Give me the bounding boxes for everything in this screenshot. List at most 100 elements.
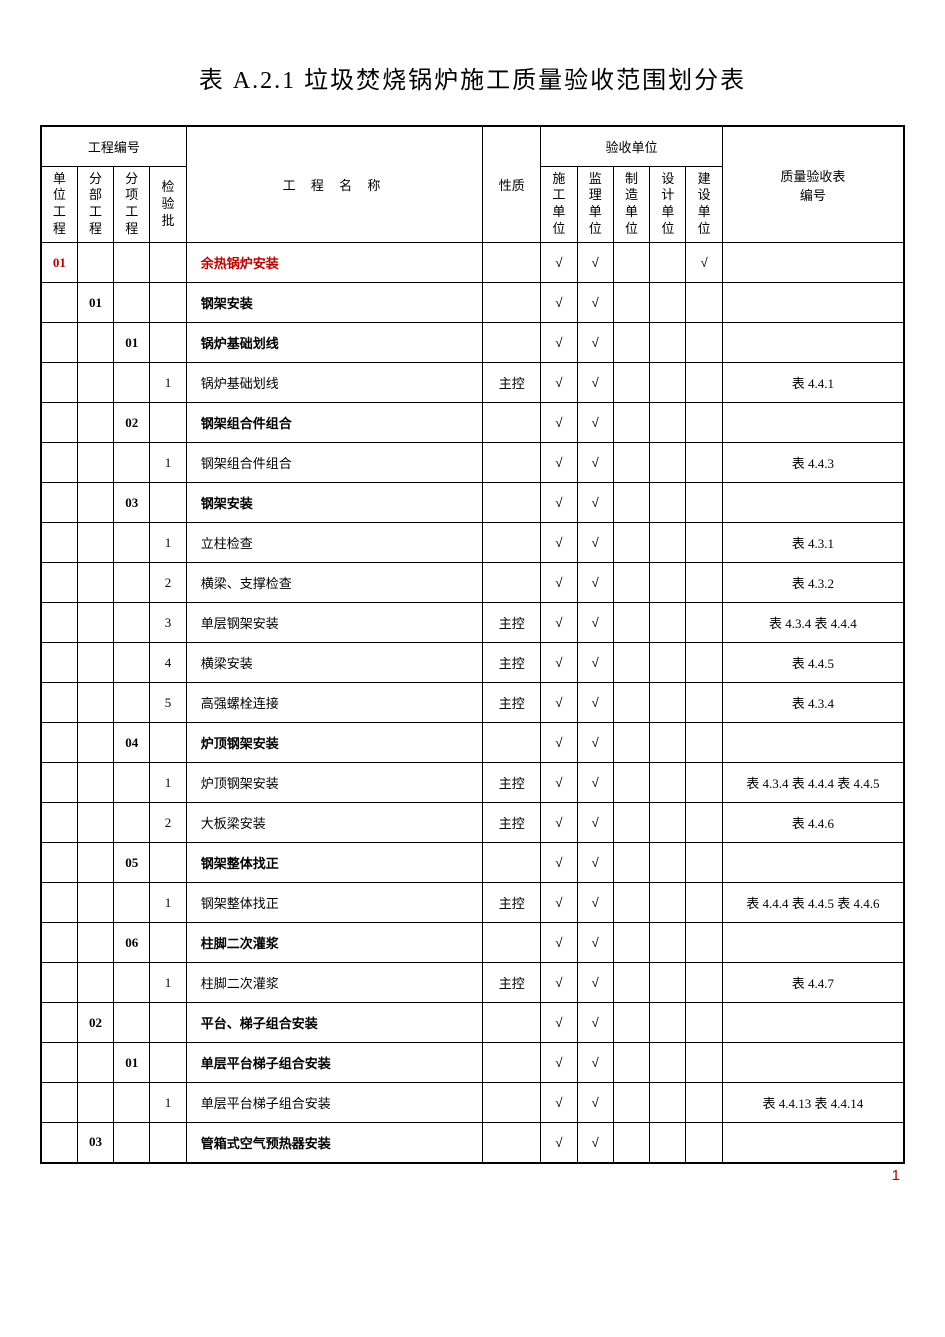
cell-name: 单层平台梯子组合安装 <box>186 1043 483 1083</box>
cell-check <box>650 523 686 563</box>
cell-nature: 主控 <box>483 643 541 683</box>
cell-part: 03 <box>77 1123 113 1163</box>
cell-unit <box>41 683 77 723</box>
cell-item: 06 <box>114 923 150 963</box>
cell-part <box>77 803 113 843</box>
table-row: 01单层平台梯子组合安装√√ <box>41 1043 904 1083</box>
cell-check <box>686 323 722 363</box>
cell-ref: 表 4.3.4 <box>722 683 904 723</box>
cell-unit <box>41 763 77 803</box>
cell-check <box>650 883 686 923</box>
cell-ref: 表 4.4.1 <box>722 363 904 403</box>
cell-item <box>114 763 150 803</box>
cell-unit <box>41 603 77 643</box>
cell-check <box>613 723 649 763</box>
cell-unit <box>41 283 77 323</box>
cell-check <box>650 723 686 763</box>
cell-check <box>686 963 722 1003</box>
cell-ref: 表 4.4.13 表 4.4.14 <box>722 1083 904 1123</box>
cell-check <box>613 923 649 963</box>
cell-ref <box>722 283 904 323</box>
cell-check: √ <box>686 243 722 283</box>
cell-check <box>650 763 686 803</box>
cell-ref: 表 4.4.7 <box>722 963 904 1003</box>
cell-name: 管箱式空气预热器安装 <box>186 1123 483 1163</box>
cell-check <box>650 363 686 403</box>
table-row: 03钢架安装√√ <box>41 483 904 523</box>
cell-part <box>77 403 113 443</box>
cell-check: √ <box>541 1043 577 1083</box>
cell-check: √ <box>541 443 577 483</box>
cell-ref <box>722 1003 904 1043</box>
header-unit: 单位工程 <box>41 166 77 243</box>
cell-item <box>114 683 150 723</box>
cell-item <box>114 1083 150 1123</box>
cell-check <box>613 1123 649 1163</box>
cell-check: √ <box>577 363 613 403</box>
cell-batch <box>150 923 186 963</box>
cell-batch: 4 <box>150 643 186 683</box>
cell-check: √ <box>577 723 613 763</box>
cell-check <box>650 923 686 963</box>
cell-nature: 主控 <box>483 883 541 923</box>
cell-check <box>650 603 686 643</box>
cell-nature: 主控 <box>483 763 541 803</box>
cell-check: √ <box>577 403 613 443</box>
cell-check <box>686 643 722 683</box>
cell-check: √ <box>577 603 613 643</box>
cell-batch: 1 <box>150 1083 186 1123</box>
cell-name: 高强螺栓连接 <box>186 683 483 723</box>
cell-nature <box>483 483 541 523</box>
cell-nature: 主控 <box>483 603 541 643</box>
cell-check <box>613 643 649 683</box>
cell-name: 钢架组合件组合 <box>186 403 483 443</box>
cell-ref <box>722 723 904 763</box>
cell-ref: 表 4.3.1 <box>722 523 904 563</box>
table-row: 01余热锅炉安装√√√ <box>41 243 904 283</box>
cell-item <box>114 603 150 643</box>
cell-ref: 表 4.3.4 表 4.4.4 表 4.4.5 <box>722 763 904 803</box>
cell-ref <box>722 843 904 883</box>
cell-ref <box>722 243 904 283</box>
cell-nature <box>483 1003 541 1043</box>
cell-ref: 表 4.3.4 表 4.4.4 <box>722 603 904 643</box>
cell-item <box>114 283 150 323</box>
cell-check <box>686 563 722 603</box>
cell-batch <box>150 1003 186 1043</box>
cell-part <box>77 563 113 603</box>
acceptance-table: 工程编号 工 程 名 称 性质 验收单位 质量验收表编号 单位工程 分部工程 分… <box>40 125 905 1164</box>
cell-ref: 表 4.4.3 <box>722 443 904 483</box>
cell-nature <box>483 243 541 283</box>
cell-batch: 3 <box>150 603 186 643</box>
cell-check: √ <box>577 243 613 283</box>
cell-check: √ <box>577 1123 613 1163</box>
cell-batch <box>150 243 186 283</box>
cell-check <box>686 1003 722 1043</box>
cell-check: √ <box>541 883 577 923</box>
cell-check <box>686 483 722 523</box>
cell-check <box>613 363 649 403</box>
cell-check <box>686 443 722 483</box>
cell-part <box>77 603 113 643</box>
cell-check <box>613 283 649 323</box>
cell-name: 立柱检查 <box>186 523 483 563</box>
cell-nature <box>483 723 541 763</box>
cell-item <box>114 803 150 843</box>
cell-item <box>114 963 150 1003</box>
cell-check <box>613 843 649 883</box>
cell-batch <box>150 403 186 443</box>
cell-batch: 2 <box>150 803 186 843</box>
table-row: 05钢架整体找正√√ <box>41 843 904 883</box>
cell-check <box>613 483 649 523</box>
cell-check <box>613 1083 649 1123</box>
cell-check: √ <box>541 363 577 403</box>
cell-batch <box>150 483 186 523</box>
cell-item: 01 <box>114 1043 150 1083</box>
cell-check <box>613 963 649 1003</box>
cell-nature <box>483 1043 541 1083</box>
cell-ref <box>722 923 904 963</box>
cell-batch <box>150 843 186 883</box>
cell-check: √ <box>577 563 613 603</box>
cell-check <box>686 763 722 803</box>
cell-check <box>686 523 722 563</box>
